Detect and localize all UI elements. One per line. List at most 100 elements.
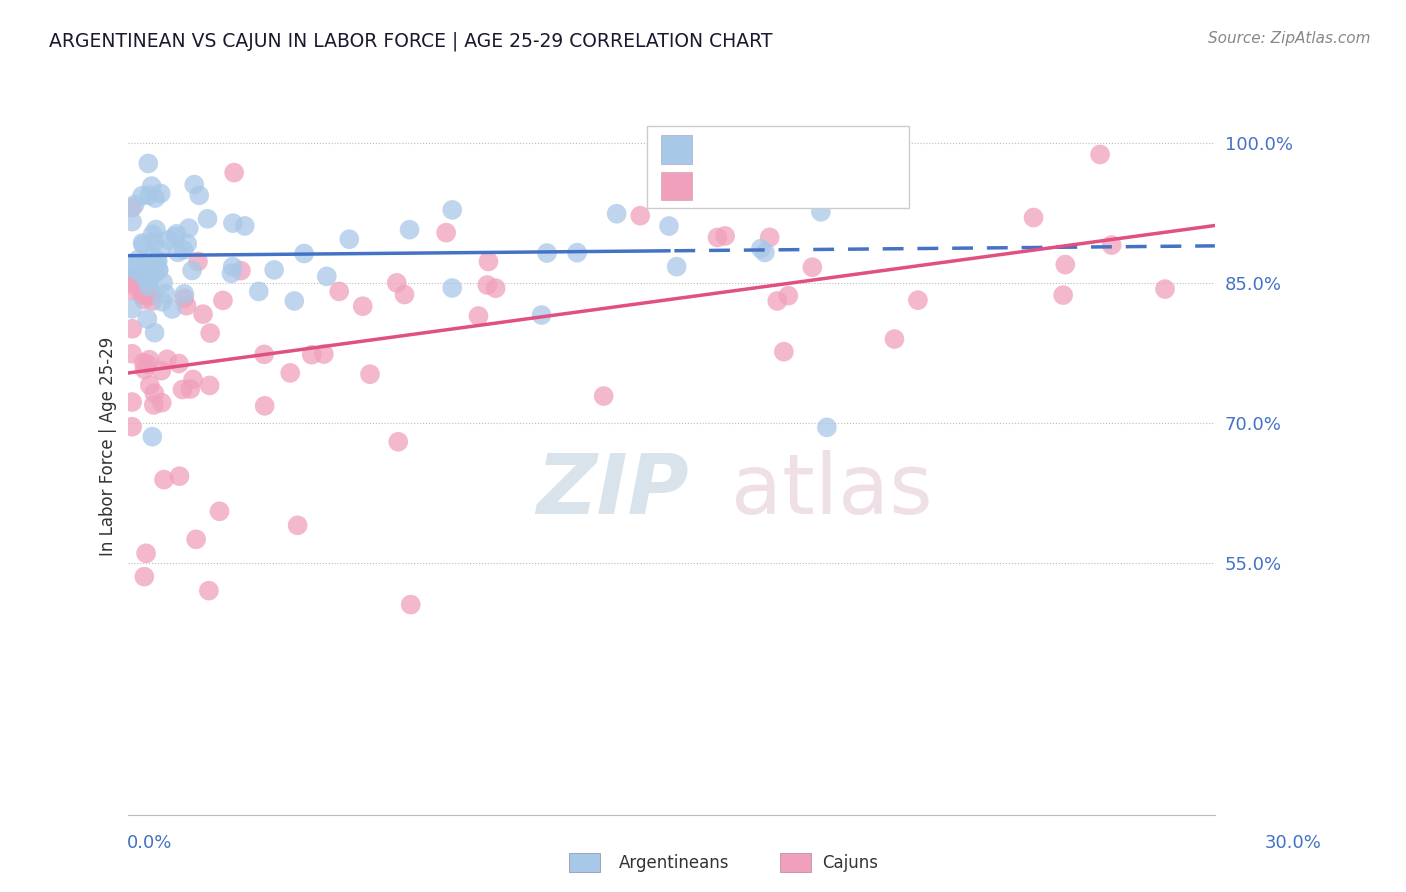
Point — [145, 222, 167, 236]
Point — [156, 352, 179, 367]
Point — [138, 352, 160, 367]
Point — [536, 246, 558, 260]
Point — [134, 362, 156, 376]
Point — [198, 326, 221, 340]
Point — [128, 260, 150, 274]
Point — [877, 158, 900, 172]
Point — [253, 399, 276, 413]
Point — [121, 274, 143, 288]
Point — [1088, 147, 1111, 161]
Point — [263, 263, 285, 277]
Point — [673, 150, 696, 164]
Point — [754, 245, 776, 260]
Point — [224, 166, 246, 180]
Point — [142, 227, 165, 242]
Point — [565, 245, 588, 260]
Point — [810, 204, 832, 219]
Point — [766, 293, 789, 308]
Point — [127, 252, 149, 267]
Point — [606, 207, 628, 221]
Point — [212, 293, 235, 308]
Point — [131, 288, 153, 302]
Point — [530, 308, 553, 322]
Point — [714, 229, 737, 244]
Point — [278, 366, 301, 380]
Point — [773, 344, 796, 359]
Text: Cajuns: Cajuns — [823, 854, 879, 871]
Point — [121, 347, 143, 361]
Point — [328, 285, 350, 299]
Point — [149, 186, 172, 201]
Point — [233, 219, 256, 233]
Point — [173, 286, 195, 301]
Point — [131, 235, 153, 250]
Point — [198, 583, 221, 598]
Text: R =  0.076   N = 74: R = 0.076 N = 74 — [703, 143, 894, 161]
Point — [138, 279, 160, 293]
Point — [352, 299, 374, 313]
Point — [142, 267, 165, 281]
Point — [132, 237, 155, 252]
Point — [441, 202, 464, 217]
Point — [628, 209, 651, 223]
Text: 0.0%: 0.0% — [127, 834, 172, 852]
Text: Argentineans: Argentineans — [619, 854, 730, 871]
Text: 30.0%: 30.0% — [1265, 834, 1322, 852]
Point — [160, 301, 183, 316]
Point — [229, 263, 252, 277]
Text: atlas: atlas — [731, 450, 934, 531]
Point — [253, 347, 276, 361]
Point — [167, 245, 190, 260]
Point — [143, 386, 166, 401]
Point — [337, 232, 360, 246]
Point — [385, 276, 408, 290]
Point — [138, 275, 160, 289]
Point — [134, 569, 156, 583]
Y-axis label: In Labor Force | Age 25-29: In Labor Force | Age 25-29 — [100, 336, 117, 556]
Point — [132, 356, 155, 370]
Point — [485, 281, 508, 295]
Point — [139, 378, 162, 392]
Point — [121, 270, 143, 285]
Point — [177, 221, 200, 235]
Point — [136, 358, 159, 372]
Point — [155, 286, 177, 301]
Point — [142, 293, 165, 308]
Point — [121, 261, 143, 276]
Point — [247, 285, 270, 299]
Point — [222, 216, 245, 230]
Point — [172, 383, 194, 397]
Point — [149, 243, 172, 257]
Text: ARGENTINEAN VS CAJUN IN LABOR FORCE | AGE 25-29 CORRELATION CHART: ARGENTINEAN VS CAJUN IN LABOR FORCE | AG… — [49, 31, 773, 51]
Point — [883, 332, 905, 346]
Point — [166, 227, 188, 241]
Point — [128, 260, 150, 274]
Point — [184, 533, 207, 547]
Point — [907, 293, 929, 308]
Point — [359, 368, 381, 382]
Text: ZIP: ZIP — [536, 450, 689, 531]
Point — [1101, 238, 1123, 252]
Point — [399, 598, 422, 612]
Point — [148, 263, 170, 277]
Point — [141, 430, 163, 444]
Text: R =  0.151   N = 80: R = 0.151 N = 80 — [703, 178, 894, 196]
Point — [150, 364, 173, 378]
Point — [658, 219, 681, 233]
Point — [312, 347, 335, 361]
Point — [127, 264, 149, 278]
Point — [173, 243, 195, 257]
Point — [143, 235, 166, 249]
Point — [173, 291, 195, 305]
Point — [179, 382, 201, 396]
Point — [176, 236, 198, 251]
Point — [221, 260, 243, 274]
Point — [197, 211, 219, 226]
Point — [287, 518, 309, 533]
Point — [121, 284, 143, 298]
Point — [1054, 258, 1077, 272]
Point — [176, 299, 198, 313]
Point — [143, 191, 166, 205]
Point — [441, 281, 464, 295]
Point — [801, 260, 824, 275]
